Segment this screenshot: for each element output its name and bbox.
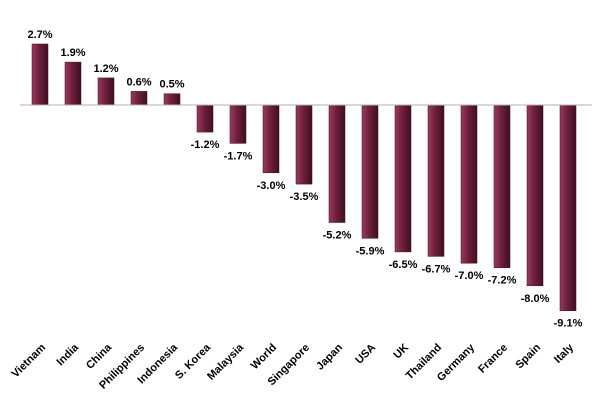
bar-philippines — [130, 91, 148, 106]
category-label-vietnam: Vietnam — [10, 341, 49, 380]
bar-world — [262, 104, 280, 174]
bar-india — [64, 61, 82, 106]
category-label-world: World — [249, 342, 279, 372]
category-label-india: India — [54, 341, 81, 368]
bar-italy — [559, 104, 577, 311]
bar-vietnam — [31, 43, 49, 106]
bars-group — [31, 43, 577, 311]
category-label-france: France — [476, 342, 510, 376]
bar-usa — [361, 104, 379, 239]
category-label-spain: Spain — [513, 341, 543, 371]
value-label-philippines: 0.6% — [126, 76, 151, 88]
category-label-china: China — [84, 341, 115, 372]
category-label-uk: UK — [391, 342, 411, 362]
bar-spain — [526, 104, 544, 287]
value-label-singapore: -3.5% — [290, 191, 319, 203]
value-label-uk: -6.5% — [389, 259, 418, 271]
category-labels-group: Vietnam India ChinaPhilippinesIndonesiaS. … — [10, 341, 577, 392]
bar-uk — [394, 104, 412, 253]
value-label-spain: -8.0% — [521, 293, 550, 305]
value-label-france: -7.2% — [488, 275, 517, 287]
value-label-italy: -9.1% — [554, 318, 583, 330]
value-labels-group: 2.7% 1.9% 1.2% 0.6% 0.5% -1.2% -1.7% -3.0% -3.5%… — [27, 29, 582, 330]
category-label-italy: Italy — [552, 341, 577, 366]
value-label-thailand: -6.7% — [422, 263, 451, 275]
value-label-world: -3.0% — [257, 180, 286, 192]
bar-singapore — [295, 104, 313, 185]
value-label-india: 1.9% — [60, 47, 85, 59]
category-label-japan: Japan — [314, 341, 345, 372]
value-label-japan: -5.2% — [323, 230, 352, 242]
bar-china — [97, 77, 115, 106]
value-label-malaysia: -1.7% — [224, 150, 253, 162]
bar-s-korea — [196, 104, 214, 133]
category-label-usa: USA — [353, 342, 378, 367]
value-label-china: 1.2% — [93, 63, 118, 75]
value-label-germany: -7.0% — [455, 270, 484, 282]
bar-japan — [328, 104, 346, 223]
bar-indonesia — [163, 93, 181, 106]
bar-france — [493, 104, 511, 268]
value-label-vietnam: 2.7% — [27, 29, 52, 41]
bar-germany — [460, 104, 478, 264]
value-label-usa: -5.9% — [356, 245, 385, 257]
value-label-s-korea: -1.2% — [191, 139, 220, 151]
bar-malaysia — [229, 104, 247, 144]
category-label-malaysia: Malaysia — [205, 341, 247, 383]
value-label-indonesia: 0.5% — [159, 79, 184, 91]
bar-thailand — [427, 104, 445, 257]
